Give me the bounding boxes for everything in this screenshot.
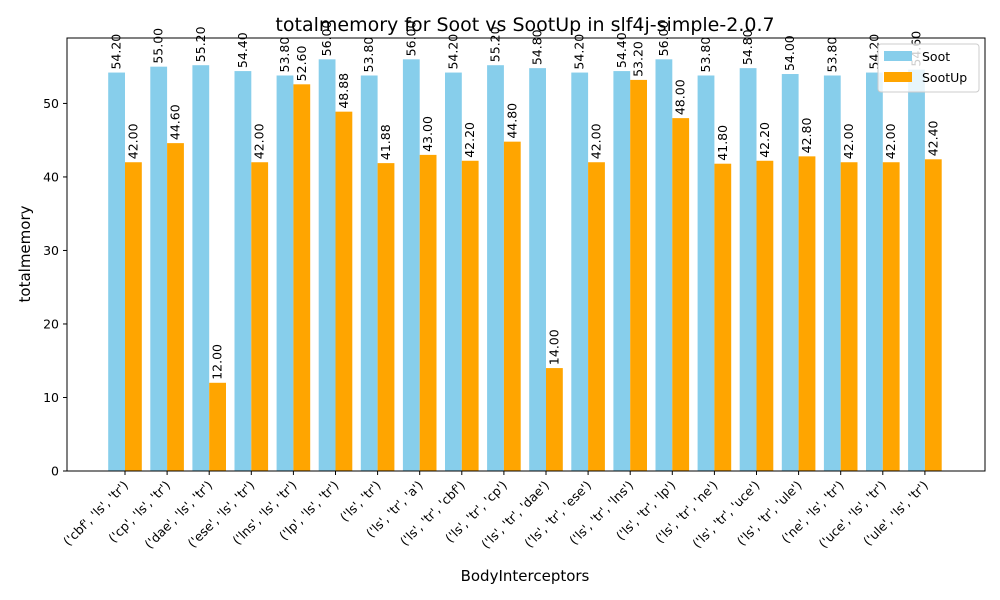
y-tick-label: 0: [51, 464, 59, 479]
data-label-soot-12: 54.40: [614, 32, 629, 68]
bar-sootup-3: [251, 162, 269, 472]
data-label-soot-3: 54.40: [235, 32, 250, 68]
data-label-sootup-5: 48.88: [336, 73, 351, 109]
bar-soot-7: [402, 59, 420, 471]
data-label-sootup-16: 42.80: [799, 118, 814, 154]
data-labels-group: 54.20 55.00 55.20 54.40 53.80 56.00 53.80 56.00…: [109, 20, 941, 379]
bar-sootup-2: [209, 382, 226, 471]
bar-soot-8: [445, 72, 462, 471]
data-label-sootup-12: 53.20: [631, 41, 646, 77]
y-axis-label: totalmemory: [16, 205, 34, 302]
bar-soot-14: [697, 75, 715, 471]
data-label-sootup-8: 42.20: [462, 122, 477, 158]
bar-sootup-7: [419, 154, 437, 471]
data-label-sootup-13: 48.00: [673, 79, 688, 115]
bar-soot-0: [108, 72, 125, 471]
bar-soot-10: [529, 68, 546, 471]
bar-sootup-15: [756, 160, 774, 471]
data-label-sootup-15: 42.20: [757, 122, 772, 158]
data-label-sootup-0: 42.00: [125, 123, 140, 159]
chart-title: totalmemory for Soot vs SootUp in slf4j-…: [275, 14, 774, 36]
bar-soot-2: [192, 65, 210, 471]
data-label-soot-2: 55.20: [193, 26, 208, 62]
data-label-soot-0: 54.20: [109, 34, 124, 70]
bar-soot-13: [655, 59, 673, 471]
bar-soot-12: [613, 71, 631, 472]
bar-sootup-11: [588, 162, 605, 472]
bar-soot-15: [739, 68, 757, 471]
data-label-sootup-10: 14.00: [546, 329, 561, 365]
data-label-sootup-19: 42.40: [925, 120, 940, 156]
bar-soot-3: [234, 71, 252, 472]
y-tick-label: 20: [43, 316, 59, 331]
data-label-soot-8: 54.20: [445, 34, 460, 70]
bar-sootup-14: [714, 163, 732, 472]
bar-soot-17: [823, 75, 841, 471]
bar-soot-6: [360, 75, 378, 471]
data-label-sootup-1: 44.60: [168, 104, 183, 140]
data-label-sootup-9: 44.80: [504, 103, 519, 139]
bar-soot-11: [571, 72, 589, 471]
data-label-sootup-11: 42.00: [589, 123, 604, 159]
bar-sootup-0: [125, 162, 142, 472]
bar-soot-19: [908, 69, 925, 471]
data-label-sootup-7: 43.00: [420, 116, 435, 152]
bar-sootup-5: [335, 111, 353, 471]
data-label-soot-10: 54.80: [530, 29, 545, 65]
y-tick-label: 10: [43, 390, 59, 405]
data-label-sootup-4: 52.60: [294, 45, 309, 81]
x-axis: ('cbf', 'ls', 'tr')('cp', 'ls', 'tr')('d…: [60, 471, 931, 551]
data-label-sootup-2: 12.00: [210, 344, 225, 380]
data-label-soot-15: 54.80: [740, 29, 755, 65]
data-label-soot-16: 54.00: [782, 35, 797, 71]
bar-sootup-1: [167, 143, 184, 471]
data-label-sootup-18: 42.00: [883, 123, 898, 159]
data-label-soot-6: 53.80: [361, 37, 376, 73]
bar-sootup-10: [546, 368, 563, 471]
y-tick-label: 40: [43, 169, 59, 184]
bars-group: [108, 59, 942, 472]
bar-sootup-19: [924, 159, 942, 471]
bar-sootup-13: [672, 118, 690, 471]
bar-sootup-12: [630, 79, 647, 471]
legend-label-soot: Soot: [922, 49, 950, 64]
data-label-sootup-14: 41.80: [715, 125, 730, 161]
bar-soot-4: [276, 75, 294, 471]
data-label-soot-14: 53.80: [698, 37, 713, 73]
bar-soot-1: [150, 66, 168, 472]
plot-frame: [66, 37, 986, 472]
data-label-sootup-6: 41.88: [378, 124, 393, 160]
bar-soot-18: [866, 72, 883, 471]
x-axis-label: BodyInterceptors: [461, 567, 590, 585]
bar-sootup-17: [840, 162, 858, 472]
data-label-soot-1: 55.00: [151, 28, 166, 64]
y-tick-label: 50: [43, 96, 59, 111]
y-axis: 0 10 20 30 40 50: [43, 96, 67, 479]
legend: Soot SootUp: [877, 43, 980, 93]
bar-sootup-16: [798, 156, 816, 472]
bar-soot-5: [318, 59, 336, 471]
bar-sootup-6: [377, 163, 395, 471]
data-label-sootup-17: 42.00: [841, 123, 856, 159]
legend-swatch-soot: [884, 51, 912, 61]
bar-sootup-9: [503, 141, 521, 472]
data-label-soot-4: 53.80: [277, 37, 292, 73]
legend-label-sootup: SootUp: [922, 70, 967, 85]
legend-swatch-sootup: [884, 72, 912, 82]
bar-sootup-8: [461, 160, 479, 471]
bar-soot-16: [781, 74, 799, 472]
bar-sootup-18: [882, 162, 900, 472]
data-label-sootup-3: 42.00: [252, 123, 267, 159]
bar-soot-9: [487, 65, 504, 471]
bar-sootup-4: [293, 84, 311, 472]
data-label-soot-9: 55.20: [488, 26, 503, 62]
data-label-soot-17: 53.80: [824, 37, 839, 73]
data-label-soot-11: 54.20: [572, 34, 587, 70]
y-tick-label: 30: [43, 243, 59, 258]
